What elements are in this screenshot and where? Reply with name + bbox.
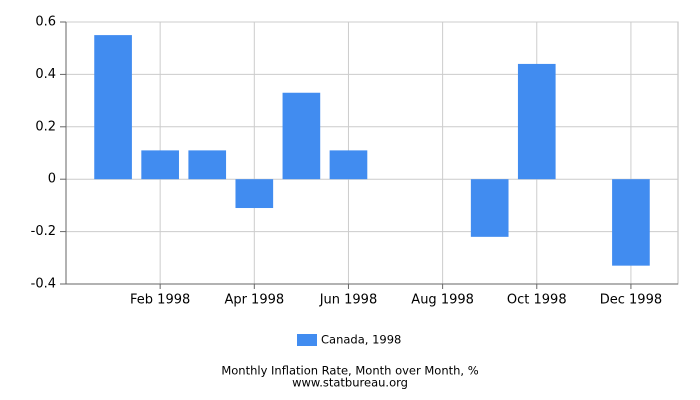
x-tick-label: Aug 1998 xyxy=(411,293,474,308)
y-tick-label: 0.2 xyxy=(35,119,56,134)
bar xyxy=(517,63,556,180)
x-tick-label: Dec 1998 xyxy=(600,293,662,308)
y-tick-label: 0 xyxy=(48,172,56,187)
x-tick-label: Oct 1998 xyxy=(507,293,567,308)
x-tick-label: Jun 1998 xyxy=(319,293,378,308)
bar xyxy=(612,179,650,266)
caption: Monthly Inflation Rate, Month over Month… xyxy=(221,364,478,378)
bar xyxy=(329,150,368,180)
bar xyxy=(94,35,132,180)
y-tick-label: 0.4 xyxy=(35,67,56,82)
x-tick-label: Apr 1998 xyxy=(224,293,284,308)
source: www.statbureau.org xyxy=(292,376,408,390)
y-tick-label: 0.6 xyxy=(35,15,56,30)
x-tick-label: Feb 1998 xyxy=(130,293,190,308)
legend-swatch xyxy=(297,334,317,346)
bar xyxy=(470,179,509,237)
bar xyxy=(235,179,274,209)
y-tick-label: -0.2 xyxy=(31,224,56,239)
legend-label: Canada, 1998 xyxy=(321,333,401,347)
bar xyxy=(141,150,179,180)
y-tick-label: -0.4 xyxy=(31,277,56,292)
bar xyxy=(282,92,321,180)
bar xyxy=(188,150,227,180)
